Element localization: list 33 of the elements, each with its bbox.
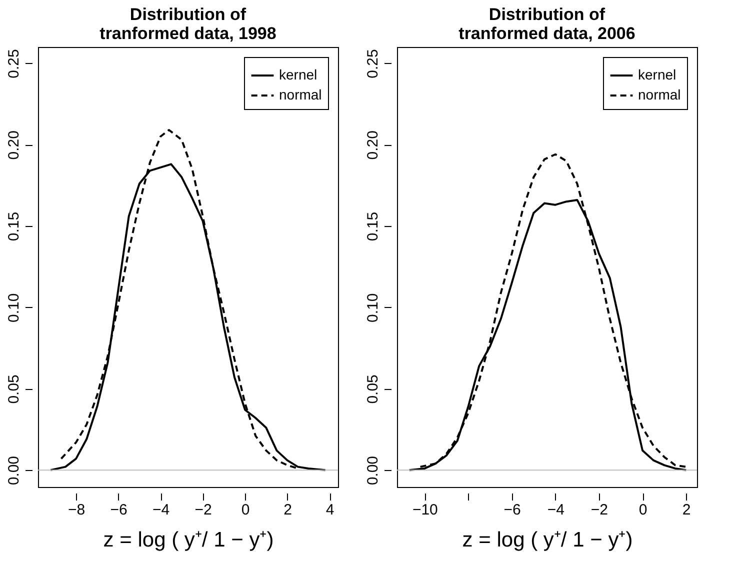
x-tick-label: −6	[504, 502, 521, 518]
chart-title: Distribution of tranformed data, 1998	[100, 5, 276, 43]
y-tick-label: 0.15	[364, 212, 382, 242]
chart-title: Distribution of tranformed data, 2006	[458, 5, 636, 43]
x-tick-label: −8	[68, 502, 86, 518]
x-tick-label: 2	[284, 502, 292, 518]
x-tick-label: −4	[152, 502, 170, 518]
y-tick-label: 0.00	[364, 456, 382, 486]
y-tick-label: 0.20	[6, 130, 22, 160]
legend-label: normal	[638, 86, 681, 102]
y-tick-label: 0.00	[6, 456, 22, 486]
x-tick-label: 0	[638, 502, 648, 518]
x-tick-label: −4	[547, 502, 564, 518]
x-tick-label: 4	[326, 502, 334, 518]
legend-label: kernel	[279, 66, 318, 82]
legend-label: kernel	[638, 66, 676, 82]
y-tick-label: 0.15	[6, 212, 22, 242]
y-tick-label: 0.10	[364, 293, 382, 322]
x-tick-label: 0	[241, 502, 250, 518]
x-axis-title: z = log ( y⁺/ 1 − y⁺)	[103, 528, 274, 552]
x-axis-title: z = log ( y⁺/ 1 − y⁺)	[462, 528, 633, 552]
y-tick-label: 0.25	[6, 49, 22, 78]
y-tick-label: 0.25	[364, 49, 382, 78]
y-tick-label: 0.20	[364, 130, 382, 160]
y-tick-label: 0.05	[364, 374, 382, 404]
y-tick-label: 0.05	[6, 374, 22, 404]
x-tick-label: −10	[412, 502, 438, 518]
x-tick-label: 2	[682, 502, 691, 518]
y-tick-label: 0.10	[6, 293, 22, 322]
x-tick-label: −2	[590, 502, 608, 518]
x-tick-label: −6	[110, 502, 128, 518]
legend-label: normal	[279, 86, 322, 102]
x-tick-label: −2	[194, 502, 212, 518]
